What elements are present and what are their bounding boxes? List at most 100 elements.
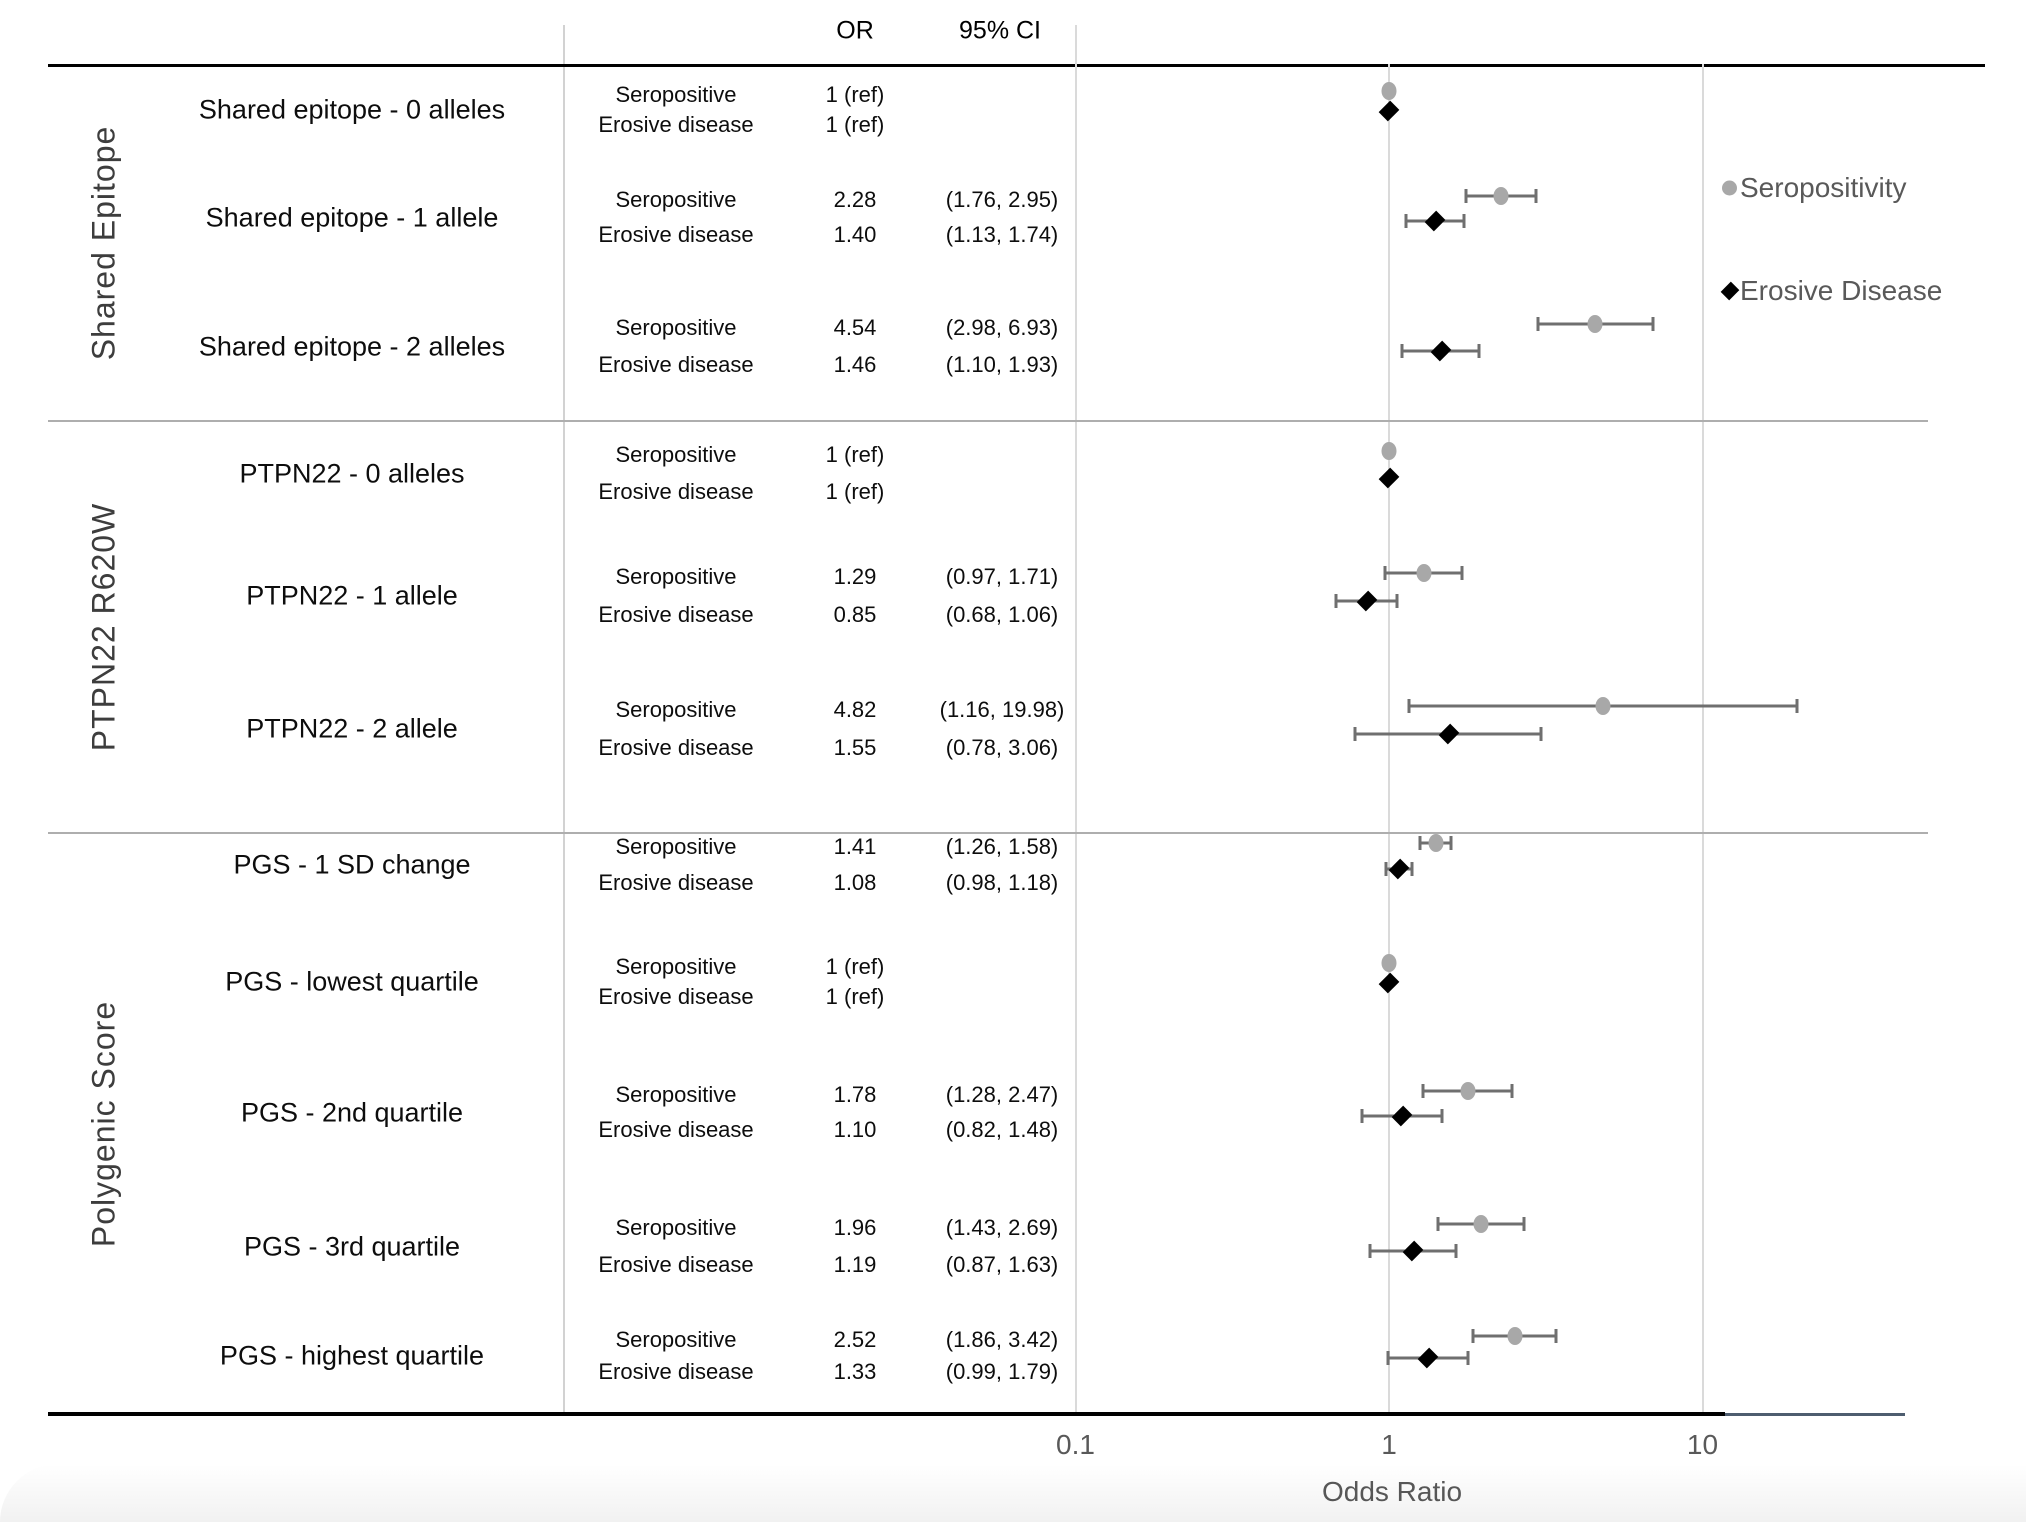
or-value: 1.46 (833, 352, 877, 377)
forest-marker-erosive-disease (1389, 858, 1410, 880)
ci-value: (0.98, 1.18) (945, 870, 1059, 895)
forest-marker-seropositivity (1381, 442, 1397, 460)
ci-value: (0.87, 1.63) (945, 1252, 1059, 1277)
or-value: 1 (ref) (825, 112, 885, 137)
outcome-label-erosive-disease: Erosive disease (598, 222, 754, 247)
error-bar-cap-high (1539, 727, 1543, 741)
outcome-label-seropositive: Seropositive (615, 82, 737, 107)
section-divider (48, 420, 1928, 422)
row-label-ptpn22-2-allele: PTPN22 - 2 allele (246, 713, 458, 744)
row-label-ptpn22-0-alleles: PTPN22 - 0 alleles (239, 458, 465, 488)
forest-marker-erosive-disease (1378, 972, 1400, 994)
forest-marker-erosive-disease (1424, 210, 1446, 232)
outcome-label-seropositive: Seropositive (615, 834, 737, 859)
error-bar-cap-low (1383, 566, 1387, 580)
section-divider (48, 832, 1928, 834)
forest-marker-erosive-disease (1378, 100, 1400, 122)
or-value: 1 (ref) (825, 442, 885, 467)
forest-marker-seropositivity (1507, 1327, 1523, 1345)
forest-marker-erosive-disease (1391, 1105, 1413, 1127)
ci-value: (0.82, 1.48) (945, 1117, 1059, 1142)
forest-marker-seropositivity (1595, 697, 1611, 715)
or-value: 1.41 (833, 834, 877, 859)
outcome-label-seropositive: Seropositive (615, 187, 737, 212)
or-value: 4.54 (833, 315, 877, 340)
row-label-shared-epitope-1-allele: Shared epitope - 1 allele (205, 202, 499, 232)
forest-marker-erosive-disease (1430, 340, 1451, 362)
error-bar-cap-low (1421, 1084, 1425, 1098)
or-value: 0.85 (833, 602, 877, 627)
forest-marker-seropositivity (1473, 1215, 1489, 1233)
error-bar-cap-high (1410, 862, 1414, 876)
gridline-1 (1388, 64, 1390, 1414)
x-axis-tick-1: 1 (1381, 1429, 1397, 1460)
outcome-label-erosive-disease: Erosive disease (598, 735, 754, 760)
outcome-label-seropositive: Seropositive (615, 1082, 737, 1107)
error-bar-cap-low (1368, 1244, 1372, 1258)
outcome-label-erosive-disease: Erosive disease (598, 1359, 754, 1384)
x-axis-tick-10: 10 (1686, 1429, 1719, 1460)
outcome-label-erosive-disease: Erosive disease (598, 112, 754, 137)
error-bar-cap-high (1440, 1109, 1444, 1123)
outcome-label-seropositive: Seropositive (615, 315, 737, 340)
or-value: 1.33 (833, 1359, 877, 1384)
x-axis-line-extension (1725, 1413, 1905, 1416)
ci-value: (1.26, 1.58) (945, 834, 1059, 859)
error-bar-cap-high (1454, 1244, 1458, 1258)
outcome-label-erosive-disease: Erosive disease (598, 984, 754, 1009)
outcome-label-erosive-disease: Erosive disease (598, 479, 754, 504)
gridline-10 (1701, 64, 1704, 1414)
forest-marker-seropositivity (1416, 564, 1432, 582)
outcome-label-seropositive: Seropositive (615, 697, 737, 722)
ci-value: (0.99, 1.79) (945, 1359, 1059, 1384)
row-label-ptpn22-1-allele: PTPN22 - 1 allele (246, 580, 458, 611)
error-bar-cap-low (1464, 189, 1468, 203)
or-value: 2.28 (833, 187, 877, 212)
error-bar-cap-low (1334, 594, 1338, 608)
ci-value: (1.16, 19.98) (939, 697, 1065, 722)
or-value: 2.52 (833, 1327, 877, 1352)
ci-value: (1.76, 2.95) (945, 187, 1059, 212)
error-bar-cap-low (1407, 699, 1411, 713)
error-bar-cap-high (1462, 214, 1466, 228)
error-bar-cap-high (1460, 566, 1464, 580)
or-value: 1.78 (833, 1082, 877, 1107)
forest-marker-erosive-disease (1438, 723, 1459, 745)
row-label-pgs-1-sd-change: PGS - 1 SD change (233, 849, 471, 880)
ci-value: (2.98, 6.93) (945, 315, 1059, 340)
outcome-label-erosive-disease: Erosive disease (598, 352, 754, 377)
error-bar-cap-low (1536, 317, 1540, 331)
ci-value: (1.43, 2.69) (945, 1215, 1059, 1240)
error-bar-cap-low (1384, 862, 1388, 876)
or-column-header: OR (836, 16, 874, 45)
or-value: 1.96 (833, 1215, 877, 1240)
or-value: 1.40 (833, 222, 877, 247)
error-bar-cap-low (1436, 1217, 1440, 1231)
or-value: 1.10 (833, 1117, 877, 1142)
or-value: 1.29 (833, 564, 877, 589)
bottom-shading (0, 1464, 2026, 1522)
group-label-ptpn22-r620w: PTPN22 R620W (85, 502, 122, 752)
error-bar-cap-high (1395, 594, 1399, 608)
row-label-shared-epitope-0-alleles: Shared epitope - 0 alleles (198, 94, 506, 125)
or-value: 1.08 (833, 870, 877, 895)
legend-marker-circle-icon (1722, 180, 1737, 196)
gridline-0.1 (1074, 25, 1077, 1414)
error-bar-cap-high (1466, 1351, 1470, 1365)
outcome-label-seropositive: Seropositive (615, 564, 737, 589)
row-label-pgs-highest-quartile: PGS - highest quartile (219, 1340, 485, 1371)
error-bar-cap-high (1651, 317, 1655, 331)
error-bar-cap-high (1522, 1217, 1526, 1231)
or-value: 1 (ref) (825, 82, 885, 107)
table-divider-vertical-left (563, 25, 565, 1414)
forest-marker-seropositivity (1428, 834, 1444, 852)
legend-label: Seropositivity (1740, 172, 1907, 203)
x-axis-line (48, 1412, 1725, 1416)
forest-marker-erosive-disease (1417, 1347, 1439, 1369)
error-bar-cap-low (1360, 1109, 1364, 1123)
ci-value: (0.97, 1.71) (945, 564, 1059, 589)
forest-marker-erosive-disease (1378, 467, 1400, 489)
or-value: 1 (ref) (825, 479, 885, 504)
row-label-pgs-3rd-quartile: PGS - 3rd quartile (243, 1231, 461, 1261)
